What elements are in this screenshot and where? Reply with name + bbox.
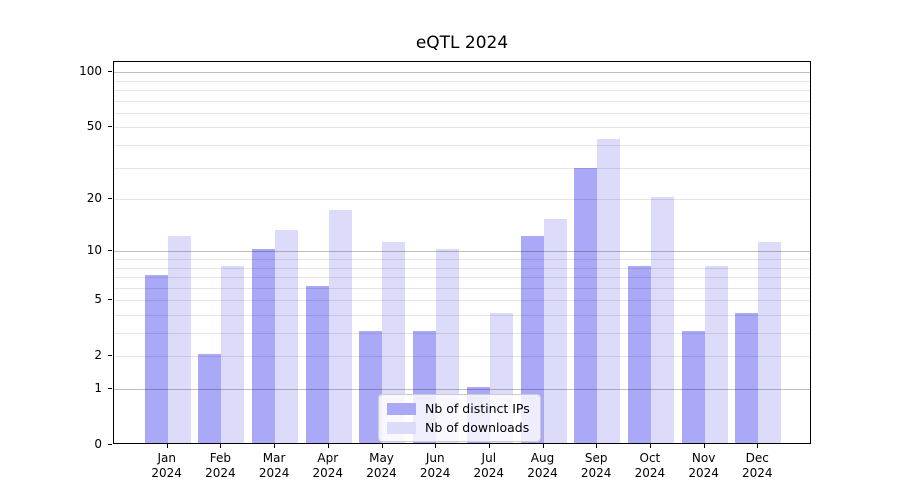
y-tick-label-20: 20 bbox=[86, 191, 102, 205]
y-tick-mark-0 bbox=[108, 444, 112, 445]
y-tick-label-0: 0 bbox=[94, 437, 102, 451]
y-tick-mark-2 bbox=[108, 355, 112, 357]
y-tick-mark-5 bbox=[108, 299, 112, 301]
bar-downloads-mar bbox=[275, 229, 299, 443]
x-tick-label-may: May 2024 bbox=[366, 451, 397, 480]
bar-distinct-ips-nov bbox=[681, 331, 705, 443]
x-tick-mark-dec bbox=[757, 444, 759, 448]
x-tick-label-jan: Jan 2024 bbox=[151, 451, 182, 480]
x-tick-label-aug: Aug 2024 bbox=[527, 451, 558, 480]
x-tick-label-oct: Oct 2024 bbox=[634, 451, 666, 480]
bar-distinct-ips-oct bbox=[627, 265, 651, 443]
x-tick-mark-jun bbox=[435, 444, 437, 448]
y-tick-label-1: 1 bbox=[94, 381, 102, 395]
legend-entry-distinct-ips: Nb of distinct IPs bbox=[387, 401, 530, 416]
y-tick-label-2: 2 bbox=[94, 348, 102, 363]
bar-downloads-dec bbox=[758, 242, 782, 443]
bar-distinct-ips-dec bbox=[735, 313, 759, 443]
y-tick-mark-10 bbox=[108, 250, 112, 252]
y-tick-label-5: 5 bbox=[94, 292, 102, 307]
legend-label-downloads: Nb of downloads bbox=[425, 420, 530, 435]
bar-distinct-ips-aug bbox=[520, 235, 544, 443]
bar-distinct-ips-may bbox=[359, 331, 383, 443]
bar-downloads-aug bbox=[543, 219, 567, 443]
bar-downloads-jan bbox=[167, 235, 191, 443]
plot-area: Nb of distinct IPs Nb of downloads bbox=[113, 61, 811, 444]
x-tick-mark-oct bbox=[649, 444, 651, 448]
bar-downloads-oct bbox=[650, 197, 674, 443]
x-tick-mark-mar bbox=[274, 444, 276, 448]
bar-distinct-ips-feb bbox=[198, 354, 222, 443]
x-tick-label-jul: Jul 2024 bbox=[473, 451, 505, 480]
x-tick-label-dec: Dec 2024 bbox=[742, 451, 773, 480]
bar-downloads-nov bbox=[704, 265, 728, 443]
y-tick-label-10: 10 bbox=[86, 243, 102, 258]
y-tick-label-100: 100 bbox=[79, 64, 102, 79]
x-tick-label-feb: Feb 2024 bbox=[205, 451, 236, 480]
bar-downloads-may bbox=[382, 242, 406, 443]
legend-entry-downloads: Nb of downloads bbox=[387, 420, 530, 435]
x-tick-mark-jul bbox=[488, 444, 490, 448]
x-tick-mark-sep bbox=[596, 444, 598, 448]
x-tick-label-sep: Sep 2024 bbox=[580, 451, 612, 480]
x-tick-mark-aug bbox=[542, 444, 544, 448]
x-tick-label-jun: Jun 2024 bbox=[419, 451, 451, 480]
bar-distinct-ips-sep bbox=[574, 168, 598, 443]
y-tick-mark-1 bbox=[108, 388, 112, 389]
bar-downloads-feb bbox=[221, 265, 245, 443]
bar-distinct-ips-mar bbox=[252, 249, 276, 443]
y-tick-label-50: 50 bbox=[86, 119, 102, 134]
legend-label-distinct-ips: Nb of distinct IPs bbox=[425, 401, 530, 416]
bar-distinct-ips-apr bbox=[305, 285, 329, 443]
x-tick-mark-feb bbox=[220, 444, 222, 448]
x-tick-label-mar: Mar 2024 bbox=[258, 451, 290, 480]
legend-swatch-distinct-ips bbox=[387, 402, 416, 415]
x-tick-mark-jan bbox=[166, 444, 168, 448]
bar-downloads-apr bbox=[328, 209, 352, 443]
chart-title: eQTL 2024 bbox=[415, 33, 509, 53]
legend: Nb of distinct IPs Nb of downloads bbox=[378, 394, 541, 442]
x-tick-mark-apr bbox=[327, 444, 329, 448]
x-tick-mark-may bbox=[381, 444, 383, 448]
x-tick-label-nov: Nov 2024 bbox=[688, 451, 719, 480]
y-tick-mark-20 bbox=[108, 198, 112, 199]
y-tick-mark-100 bbox=[108, 71, 112, 73]
bar-downloads-sep bbox=[597, 139, 621, 443]
bars-layer bbox=[114, 62, 810, 443]
y-tick-mark-50 bbox=[108, 126, 112, 128]
x-tick-label-apr: Apr 2024 bbox=[312, 451, 344, 480]
x-tick-mark-nov bbox=[703, 444, 705, 448]
legend-swatch-downloads bbox=[387, 421, 416, 434]
bar-distinct-ips-jan bbox=[144, 275, 168, 443]
